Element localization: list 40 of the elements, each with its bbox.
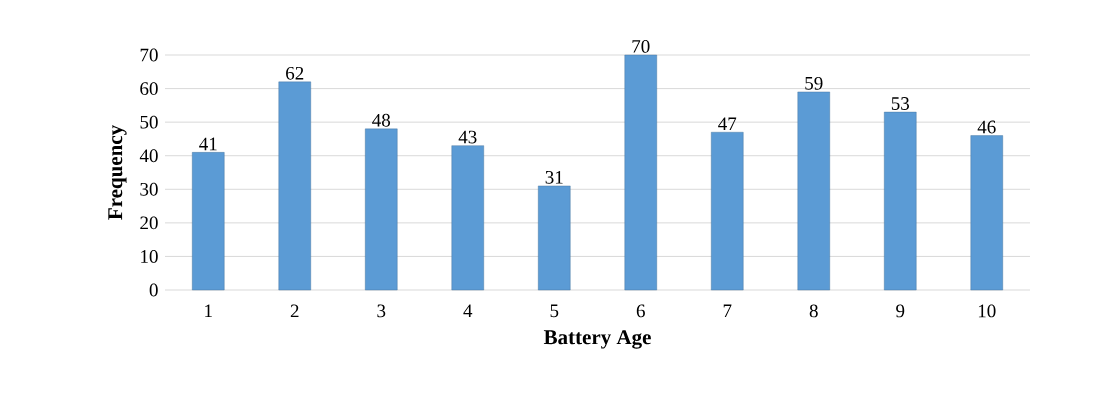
bar [365,128,398,291]
x-tick-label: 4 [463,304,473,318]
x-tick-label: 9 [896,304,905,318]
x-tick-label: 8 [809,304,818,318]
x-tick-label: 6 [636,304,645,318]
bar [278,81,311,291]
y-axis-title: Frequency [108,125,127,220]
data-label: 46 [977,120,996,134]
y-tick-label: 30 [140,182,158,196]
x-tick-label: 7 [723,304,732,317]
y-tick-label: 40 [139,149,158,163]
data-label: 70 [632,39,650,53]
y-tick-label: 0 [149,283,158,297]
bar [451,145,484,291]
data-label: 53 [891,97,910,110]
data-label: 59 [805,76,823,90]
bar [970,135,1003,291]
data-label: 47 [718,117,737,131]
data-label: 41 [199,137,217,151]
x-tick-label: 1 [205,304,212,318]
y-tick-label: 20 [140,216,158,230]
bar [624,54,657,291]
x-axis-title: Battery Age [543,330,651,349]
data-label: 48 [372,113,391,127]
data-label: 43 [458,130,477,144]
x-tick-label: 2 [290,304,299,318]
y-tick-label: 10 [141,250,158,263]
y-tick-label: 50 [140,115,158,129]
bar [538,185,571,291]
y-tick-label: 60 [140,82,158,95]
y-tick-label: 70 [140,48,158,62]
bar [797,91,830,291]
x-tick-label: 10 [978,304,996,318]
x-tick-label: 3 [377,304,386,318]
data-label: 31 [545,170,563,184]
bar [884,111,917,291]
bar [192,152,225,291]
x-tick-label: 5 [550,304,559,318]
bar [711,132,744,291]
data-label: 62 [286,66,304,80]
